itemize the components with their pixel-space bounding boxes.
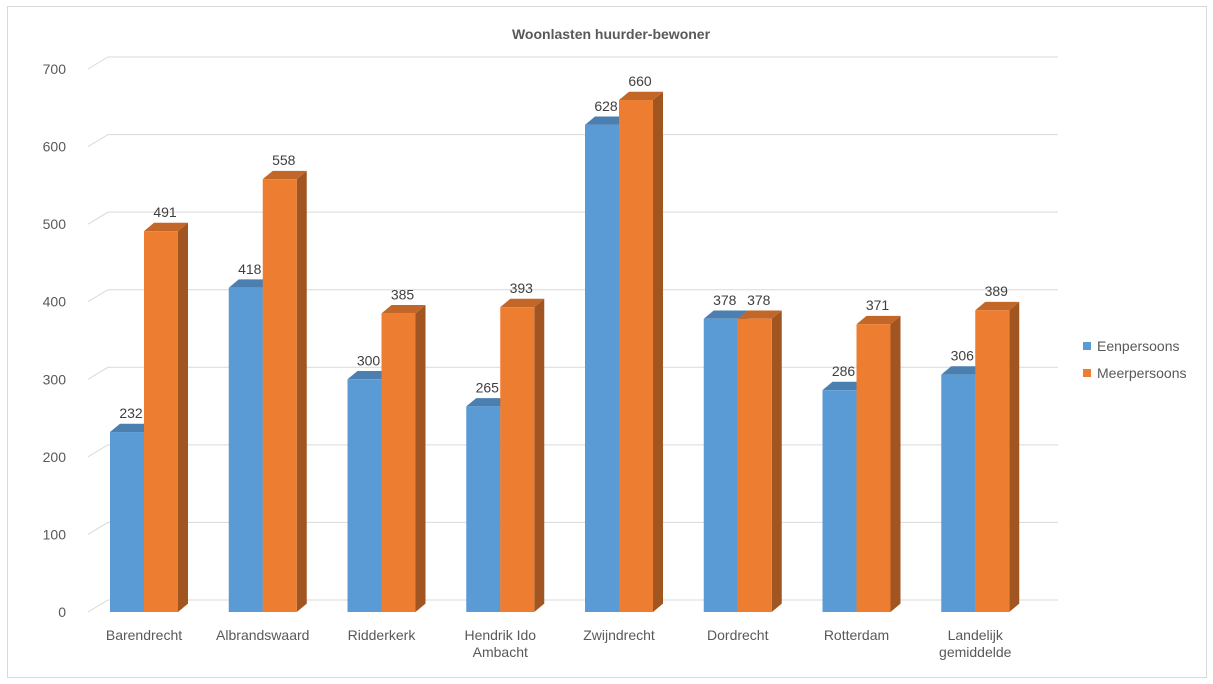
x-category-label: Barendrecht	[106, 627, 182, 643]
bar-side-meerpersoons	[415, 305, 426, 612]
x-category-label: Zwijndrecht	[583, 627, 655, 643]
legend: Eenpersoons Meerpersoons	[1083, 338, 1187, 381]
chart-title: Woonlasten huurder-bewoner	[512, 26, 711, 42]
bar-meerpersoons	[975, 310, 1010, 612]
bar-top-eenpersoons	[703, 310, 748, 319]
legend-label-meerpersoons: Meerpersoons	[1097, 365, 1187, 381]
data-label-eenpersoons: 286	[832, 363, 856, 379]
bar-eenpersoons	[110, 432, 144, 612]
bar-top-meerpersoons	[619, 91, 663, 101]
gridline	[87, 134, 1058, 148]
y-tick-label: 400	[43, 294, 67, 310]
y-tick-label: 500	[43, 216, 67, 232]
bar-side-meerpersoons	[890, 315, 901, 612]
bar-top-meerpersoons	[737, 310, 782, 319]
x-category-label: Albrandswaard	[216, 627, 309, 643]
x-category-label: Hendrik Ido Ambacht	[464, 627, 536, 660]
bar-top-meerpersoons	[975, 301, 1020, 311]
legend-swatch-eenpersoons	[1083, 342, 1091, 350]
gridline	[87, 289, 1058, 303]
data-label-meerpersoons: 389	[985, 283, 1009, 299]
bar-eenpersoons	[703, 318, 738, 612]
bar-side-meerpersoons	[1009, 301, 1020, 612]
bar-eenpersoons	[822, 390, 857, 612]
y-tick-label: 700	[43, 61, 67, 77]
bars	[110, 91, 1020, 613]
data-label-eenpersoons: 232	[119, 405, 143, 421]
data-label-eenpersoons: 300	[357, 352, 381, 368]
data-label-meerpersoons: 371	[866, 297, 890, 313]
data-label-eenpersoons: 628	[594, 98, 618, 114]
data-label-eenpersoons: 265	[476, 379, 500, 395]
y-tick-label: 600	[43, 139, 67, 155]
bar-side-meerpersoons	[653, 91, 663, 612]
data-label-eenpersoons: 306	[951, 348, 975, 364]
bar-eenpersoons	[941, 374, 976, 612]
bar-meerpersoons	[262, 179, 297, 612]
legend-swatch-meerpersoons	[1083, 369, 1091, 377]
x-category-label: Landelijk gemiddelde	[939, 627, 1012, 660]
data-label-meerpersoons: 491	[153, 204, 177, 220]
bar-chart: Woonlasten huurder-bewoner 0 100 200 300 400…	[43, 26, 1187, 660]
bar-top-meerpersoons	[381, 305, 426, 314]
bar-meerpersoons	[737, 318, 772, 612]
bar-side-meerpersoons	[178, 222, 188, 612]
bar-side-meerpersoons	[534, 298, 545, 612]
data-labels: 232 491 418 558 300 385 265 393 628 660 378 378 286 3…	[119, 73, 1008, 421]
gridline	[87, 211, 1058, 225]
bar-top-meerpersoons	[500, 298, 545, 308]
data-label-meerpersoons: 558	[272, 152, 296, 168]
data-label-meerpersoons: 385	[391, 286, 415, 302]
bar-top-eenpersoons	[822, 381, 867, 391]
legend-label-eenpersoons: Eenpersoons	[1097, 338, 1180, 354]
bar-meerpersoons	[500, 307, 535, 612]
bar-eenpersoons	[347, 379, 382, 612]
bar-eenpersoons	[228, 287, 263, 612]
y-axis-ticks: 0 100 200 300 400 500 600 700	[43, 61, 67, 620]
data-label-eenpersoons: 378	[713, 292, 737, 308]
y-tick-label: 100	[43, 526, 67, 542]
bar-side-meerpersoons	[771, 310, 782, 612]
gridlines	[87, 56, 1058, 613]
gridline	[87, 56, 1058, 70]
bar-meerpersoons	[856, 324, 891, 612]
x-axis-categories: Barendrecht Albrandswaard Ridderkerk Hendri…	[106, 627, 1012, 660]
bar-eenpersoons	[466, 406, 501, 612]
bar-top-eenpersoons	[110, 423, 154, 433]
x-category-label: Dordrecht	[707, 627, 769, 643]
bar-meerpersoons	[381, 313, 416, 612]
bar-top-eenpersoons	[585, 116, 629, 125]
chart-frame: Woonlasten huurder-bewoner 0 100 200 300 400…	[7, 6, 1207, 678]
bar-eenpersoons	[585, 124, 619, 612]
bar-top-meerpersoons	[144, 222, 188, 232]
bar-side-meerpersoons	[296, 170, 307, 612]
bar-top-meerpersoons	[262, 170, 307, 180]
data-label-meerpersoons: 660	[628, 73, 652, 89]
bar-top-eenpersoons	[228, 279, 273, 288]
bar-top-eenpersoons	[347, 370, 392, 380]
x-category-label: Rotterdam	[824, 627, 889, 643]
y-tick-label: 0	[58, 604, 66, 620]
bar-meerpersoons	[144, 231, 178, 613]
bar-meerpersoons	[619, 100, 653, 613]
data-label-eenpersoons: 418	[238, 261, 262, 277]
bar-top-eenpersoons	[466, 398, 511, 407]
x-category-label: Ridderkerk	[348, 627, 417, 643]
y-tick-label: 300	[43, 371, 67, 387]
y-tick-label: 200	[43, 449, 67, 465]
bar-top-eenpersoons	[941, 366, 986, 375]
data-label-meerpersoons: 378	[747, 292, 771, 308]
data-label-meerpersoons: 393	[510, 280, 534, 296]
bar-top-meerpersoons	[856, 315, 901, 325]
